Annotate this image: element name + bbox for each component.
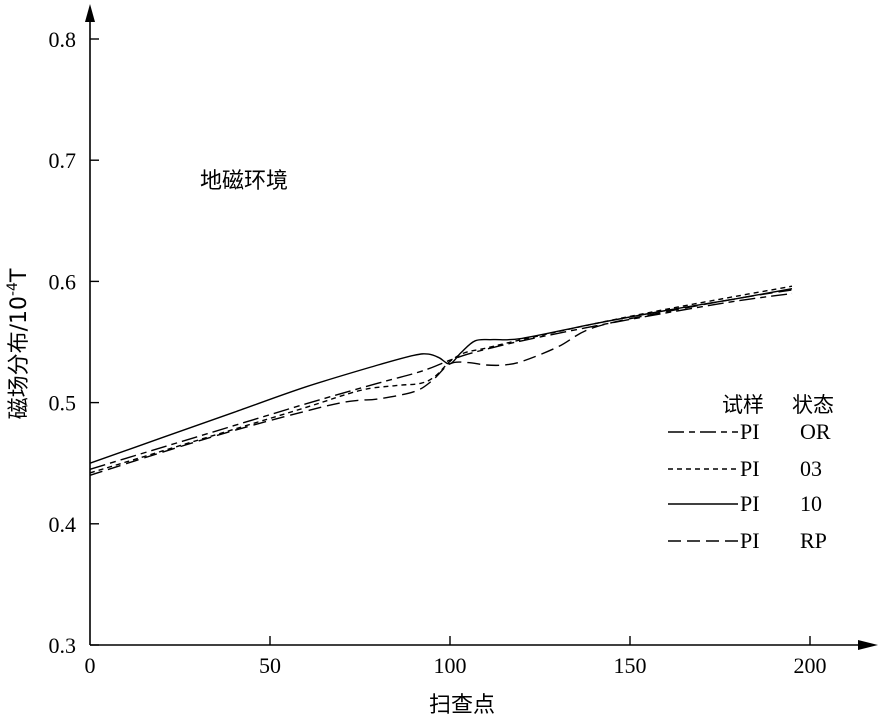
- axis-ticks: 0.3 0.4 0.5 0.6 0.7 0.8 0 50 100 150 200: [49, 27, 827, 678]
- y-axis-arrow: [85, 4, 95, 22]
- y-axis-title-exponent: -4: [5, 282, 21, 296]
- legend-sample-label: PI: [740, 419, 760, 444]
- series-line-or: [89, 292, 793, 470]
- legend-header-sample: 试样: [722, 393, 764, 417]
- svg-text:磁场分布/10-4T: 磁场分布/10-4T: [5, 268, 32, 419]
- x-axis-title: 扫查点: [429, 693, 495, 716]
- legend-state-label: RP: [800, 528, 827, 553]
- y-tick-label: 0.6: [49, 269, 77, 294]
- y-tick-label: 0.3: [49, 633, 77, 658]
- y-axis-title-unit: T: [7, 268, 32, 283]
- y-axis-title: 磁场分布/10-4T: [5, 268, 32, 419]
- x-tick-label: 150: [614, 653, 647, 678]
- environment-annotation: 地磁环境: [200, 169, 288, 194]
- legend-state-label: 03: [800, 456, 822, 481]
- legend-sample-label: PI: [740, 491, 760, 516]
- y-tick-label: 0.4: [49, 512, 77, 537]
- x-tick-label: 50: [259, 653, 281, 678]
- y-tick-label: 0.7: [49, 148, 77, 173]
- y-tick-label: 0.5: [49, 391, 77, 416]
- series-layer: [89, 285, 793, 476]
- x-tick-label: 200: [794, 653, 827, 678]
- series-line-03: [89, 285, 793, 474]
- x-tick-label: 100: [434, 653, 467, 678]
- y-tick-label: 0.8: [49, 27, 77, 52]
- legend-sample-label: PI: [740, 456, 760, 481]
- legend-rows: PI OR PI 03 PI 10 PI RP: [668, 419, 831, 553]
- x-axis-arrow: [858, 640, 878, 650]
- legend-state-label: OR: [800, 419, 831, 444]
- axes: [85, 4, 878, 650]
- x-tick-label: 0: [85, 653, 96, 678]
- legend-state-label: 10: [800, 491, 822, 516]
- legend-sample-label: PI: [740, 528, 760, 553]
- legend-header-state: 状态: [792, 393, 834, 417]
- y-axis-title-main: 磁场分布/10: [7, 296, 32, 419]
- legend: 试样 状态 PI OR PI 03 PI 10 PI RP: [668, 393, 834, 553]
- series-line-rp: [89, 289, 793, 476]
